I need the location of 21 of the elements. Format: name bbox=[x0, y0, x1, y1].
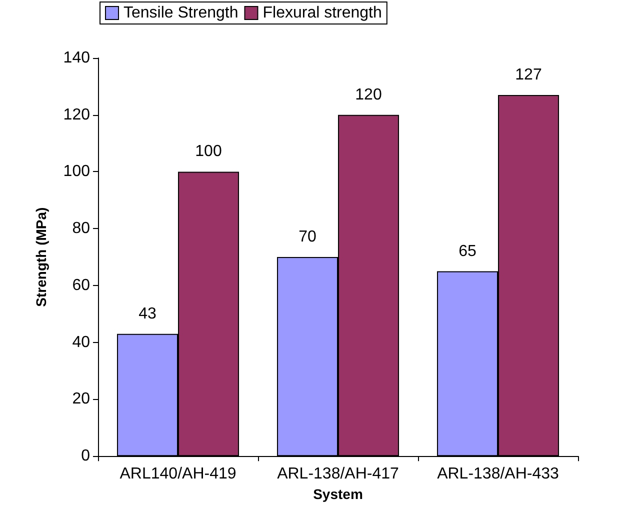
x-tick-label: ARL-138/AH-417 bbox=[277, 466, 400, 483]
legend-label: Flexural strength bbox=[262, 4, 382, 22]
data-label: 43 bbox=[138, 305, 156, 322]
y-tick-label: 0 bbox=[81, 448, 90, 465]
data-label: 65 bbox=[458, 242, 476, 260]
x-axis-title: System bbox=[313, 486, 363, 502]
y-tick-label: 40 bbox=[72, 334, 90, 351]
x-tick-label: ARL-138/AH-433 bbox=[437, 466, 560, 483]
data-label: 120 bbox=[355, 86, 382, 104]
y-tick-label: 20 bbox=[72, 390, 90, 408]
data-label: 127 bbox=[515, 66, 542, 84]
y-tick-label: 120 bbox=[63, 106, 90, 124]
legend-label: Tensile Strength bbox=[124, 4, 238, 22]
y-axis-title: Strength (MPa) bbox=[33, 207, 49, 307]
y-tick-label: 80 bbox=[72, 220, 90, 238]
data-label: 70 bbox=[298, 228, 316, 246]
y-tick-label: 60 bbox=[72, 276, 90, 294]
y-tick-label: 140 bbox=[63, 50, 90, 66]
data-label: 100 bbox=[195, 143, 222, 160]
y-tick-label: 100 bbox=[63, 163, 90, 180]
x-tick-label: ARL140/AH-419 bbox=[120, 466, 236, 483]
